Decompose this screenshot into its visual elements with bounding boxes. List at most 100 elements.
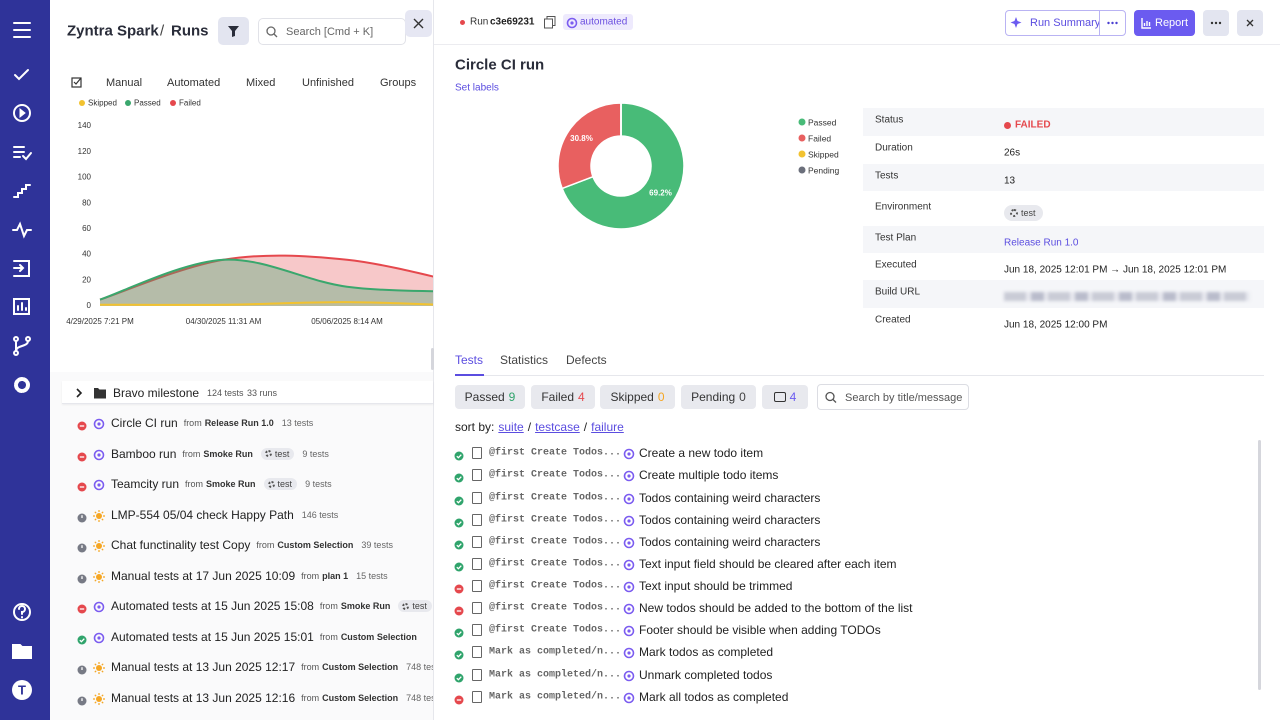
sort-option[interactable]: failure (591, 420, 624, 434)
run-row[interactable]: Circle CI runfromRelease Run 1.013 tests (62, 408, 433, 438)
test-row[interactable]: @first Create Todos...Todos containing w… (452, 531, 1252, 553)
resize-handle[interactable] (431, 348, 434, 370)
test-row[interactable]: @first Create Todos...Text input should … (452, 575, 1252, 597)
run-source: Custom Selection (341, 632, 417, 642)
test-suite: Mark as completed/n... (489, 647, 621, 658)
pulse-icon[interactable] (13, 224, 31, 236)
run-type-icon (623, 669, 635, 681)
run-name: LMP-554 05/04 check Happy Path (111, 508, 294, 522)
detail-tab[interactable]: Tests (455, 353, 483, 367)
close-panel-button[interactable] (405, 10, 432, 37)
failed-dot (1004, 122, 1011, 129)
test-row[interactable]: @first Create Todos...Todos containing w… (452, 487, 1252, 509)
run-status-dot (460, 20, 465, 25)
run-type-icon (623, 492, 635, 504)
filter-chip[interactable]: Failed4 (531, 385, 595, 409)
test-title: Mark todos as completed (639, 645, 773, 659)
run-row[interactable]: Manual tests at 13 Jun 2025 12:16fromCus… (62, 683, 433, 713)
test-search-placeholder: Search by title/message (845, 392, 962, 404)
y-tick-label: 40 (82, 250, 91, 259)
detail-value: 13 (1004, 176, 1015, 187)
run-row[interactable]: Bamboo runfromSmoke Runtest9 tests (62, 439, 433, 469)
run-type-icon (93, 631, 105, 643)
run-type-icon (623, 469, 635, 481)
test-row[interactable]: Mark as completed/n... Mark todos as comp… (452, 641, 1252, 663)
report-button[interactable]: Report (1134, 10, 1195, 36)
donut-value-label: 30.8% (570, 134, 593, 143)
close-button[interactable] (1237, 10, 1263, 36)
filter-chip[interactable]: 4 (762, 385, 808, 409)
filter-tab[interactable]: Manual (106, 77, 142, 89)
more-button[interactable] (1203, 10, 1229, 36)
run-row[interactable]: LMP-554 05/04 check Happy Path146 tests (62, 500, 433, 530)
run-name: Teamcity run (111, 477, 179, 491)
run-row[interactable]: Automated tests at 15 Jun 2025 15:08from… (62, 591, 433, 621)
plans-icon[interactable] (14, 147, 31, 159)
detail-row (863, 136, 1264, 164)
legend-swatch (79, 100, 85, 106)
sort-separator: / (584, 420, 587, 434)
filter-chip[interactable]: Skipped0 (600, 385, 675, 409)
detail-value[interactable]: Release Run 1.0 (1004, 237, 1079, 248)
tabs-icon[interactable] (70, 75, 84, 89)
run-type-icon (623, 691, 635, 703)
filter-tab[interactable]: Automated (167, 77, 220, 89)
branch-icon[interactable] (16, 341, 28, 351)
detail-label: Build URL (875, 287, 920, 298)
detail-tab[interactable]: Defects (566, 353, 607, 367)
status-icon (77, 510, 87, 520)
run-name: Manual tests at 13 Jun 2025 12:16 (111, 691, 295, 705)
filter-tab[interactable]: Groups (380, 77, 416, 89)
clipboard-icon (472, 492, 482, 504)
test-row[interactable]: Mark as completed/n...Mark all todos as … (452, 686, 1252, 708)
run-type-icon (93, 478, 105, 490)
menu-icon[interactable] (14, 23, 30, 37)
run-row[interactable]: Manual tests at 13 Jun 2025 12:17fromCus… (62, 652, 433, 682)
run-summary-more[interactable] (1099, 10, 1126, 36)
run-row[interactable]: Manual tests at 17 Jun 2025 10:09frompla… (62, 561, 433, 591)
test-row[interactable]: @first Create Todos...Text input field s… (452, 553, 1252, 575)
run-source: Custom Selection (277, 540, 353, 550)
check-icon[interactable] (15, 70, 28, 79)
search-box[interactable]: Search [Cmd + K] (258, 18, 406, 45)
run-row[interactable]: Automated tests at 15 Jun 2025 15:01from… (62, 622, 433, 652)
copy-icon[interactable] (544, 16, 556, 29)
legend-label: Pending (808, 165, 839, 175)
group-name[interactable]: Bravo milestone (113, 386, 199, 400)
test-row[interactable]: @first Create Todos...New todos should b… (452, 597, 1252, 619)
sort-option[interactable]: suite (498, 420, 523, 434)
test-row[interactable]: @first Create Todos...Create multiple to… (452, 464, 1252, 486)
run-row[interactable]: Chat functinality test CopyfromCustom Se… (62, 530, 433, 560)
import-icon[interactable] (14, 261, 29, 276)
detail-row (863, 108, 1264, 136)
test-title: Todos containing weird characters (639, 491, 820, 505)
folder-icon[interactable] (13, 645, 31, 658)
set-labels-link[interactable]: Set labels (455, 83, 499, 94)
filter-chip[interactable]: Passed9 (455, 385, 525, 409)
steps-icon[interactable] (14, 185, 30, 197)
filter-tab[interactable]: Unfinished (302, 77, 354, 89)
test-row[interactable]: @first Create Todos...Create a new todo … (452, 442, 1252, 464)
filter-button[interactable] (218, 17, 249, 45)
run-type-icon (93, 539, 105, 551)
test-row[interactable]: Mark as completed/n...Unmark completed t… (452, 664, 1252, 686)
breadcrumb-project[interactable]: Zyntra Spark (67, 23, 159, 40)
analytics-icon[interactable] (14, 299, 29, 314)
run-summary-button[interactable]: Run Summary (1005, 10, 1100, 36)
run-type-icon (623, 536, 635, 548)
run-name: Manual tests at 13 Jun 2025 12:17 (111, 660, 295, 674)
test-search-box[interactable]: Search by title/message (817, 384, 969, 410)
test-title: Footer should be visible when adding TOD… (639, 623, 881, 637)
filter-chip[interactable]: Pending0 (681, 385, 756, 409)
run-row[interactable]: Teamcity runfromSmoke Runtest9 tests (62, 469, 433, 499)
sort-option[interactable]: testcase (535, 420, 580, 434)
run-name: Automated tests at 15 Jun 2025 15:08 (111, 599, 314, 613)
test-suite: Mark as completed/n... (489, 691, 621, 702)
detail-tab[interactable]: Statistics (500, 353, 548, 367)
filter-tab[interactable]: Mixed (246, 77, 275, 89)
test-row[interactable]: @first Create Todos...Todos containing w… (452, 509, 1252, 531)
filter-count: 4 (790, 390, 797, 404)
settings-icon[interactable] (16, 379, 28, 391)
test-row[interactable]: @first Create Todos...Footer should be v… (452, 619, 1252, 641)
run-source: Smoke Run (203, 449, 253, 459)
